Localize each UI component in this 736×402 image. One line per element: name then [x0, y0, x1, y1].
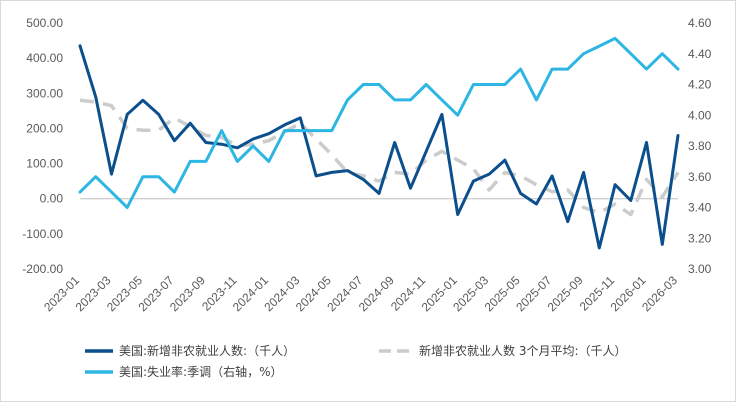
left-tick-label: 400.00 [26, 51, 63, 65]
left-tick-label: 300.00 [26, 86, 63, 100]
series-line-1 [79, 98, 680, 217]
legend-label-0: 美国:新增非农就业人数:（千人） [119, 343, 295, 358]
right-tick-label: 3.20 [688, 231, 712, 245]
left-tick-label: 500.00 [26, 16, 63, 30]
series-layer [78, 36, 680, 250]
left-axis: -200.00 -100.00 0.00 100.00 200.00 300.00 400.… [22, 16, 63, 276]
series-line-2 [78, 36, 680, 209]
right-tick-label: 4.40 [688, 47, 712, 61]
right-tick-label: 3.80 [688, 139, 712, 153]
right-tick-label: 4.60 [688, 16, 712, 30]
legend-label-2: 美国:失业率:季调（右轴，%） [119, 364, 283, 379]
right-tick-label: 3.40 [688, 201, 712, 215]
right-tick-label: 4.20 [688, 78, 712, 92]
left-tick-label: 0.00 [40, 192, 64, 206]
left-tick-label: -100.00 [22, 227, 63, 241]
left-tick-label: 200.00 [26, 121, 63, 135]
right-tick-label: 4.00 [688, 108, 712, 122]
series-line-0 [78, 44, 680, 250]
right-tick-label: 3.60 [688, 170, 712, 184]
legend: 美国:新增非农就业人数:（千人） 新增非农就业人数 3个月平均:（千人） 美国:失业… [85, 343, 627, 379]
left-tick-label: 100.00 [26, 157, 63, 171]
left-tick-label: -200.00 [22, 262, 63, 276]
x-tick-label: 2026-03 [639, 273, 680, 314]
right-axis: 3.00 3.20 3.40 3.60 3.80 4.00 4.20 4.40 4.60 [688, 16, 712, 276]
right-tick-label: 3.00 [688, 262, 712, 276]
legend-label-1: 新增非农就业人数 3个月平均:（千人） [419, 343, 627, 358]
x-axis: 2023-012023-032023-052023-072023-092023-… [41, 198, 680, 314]
